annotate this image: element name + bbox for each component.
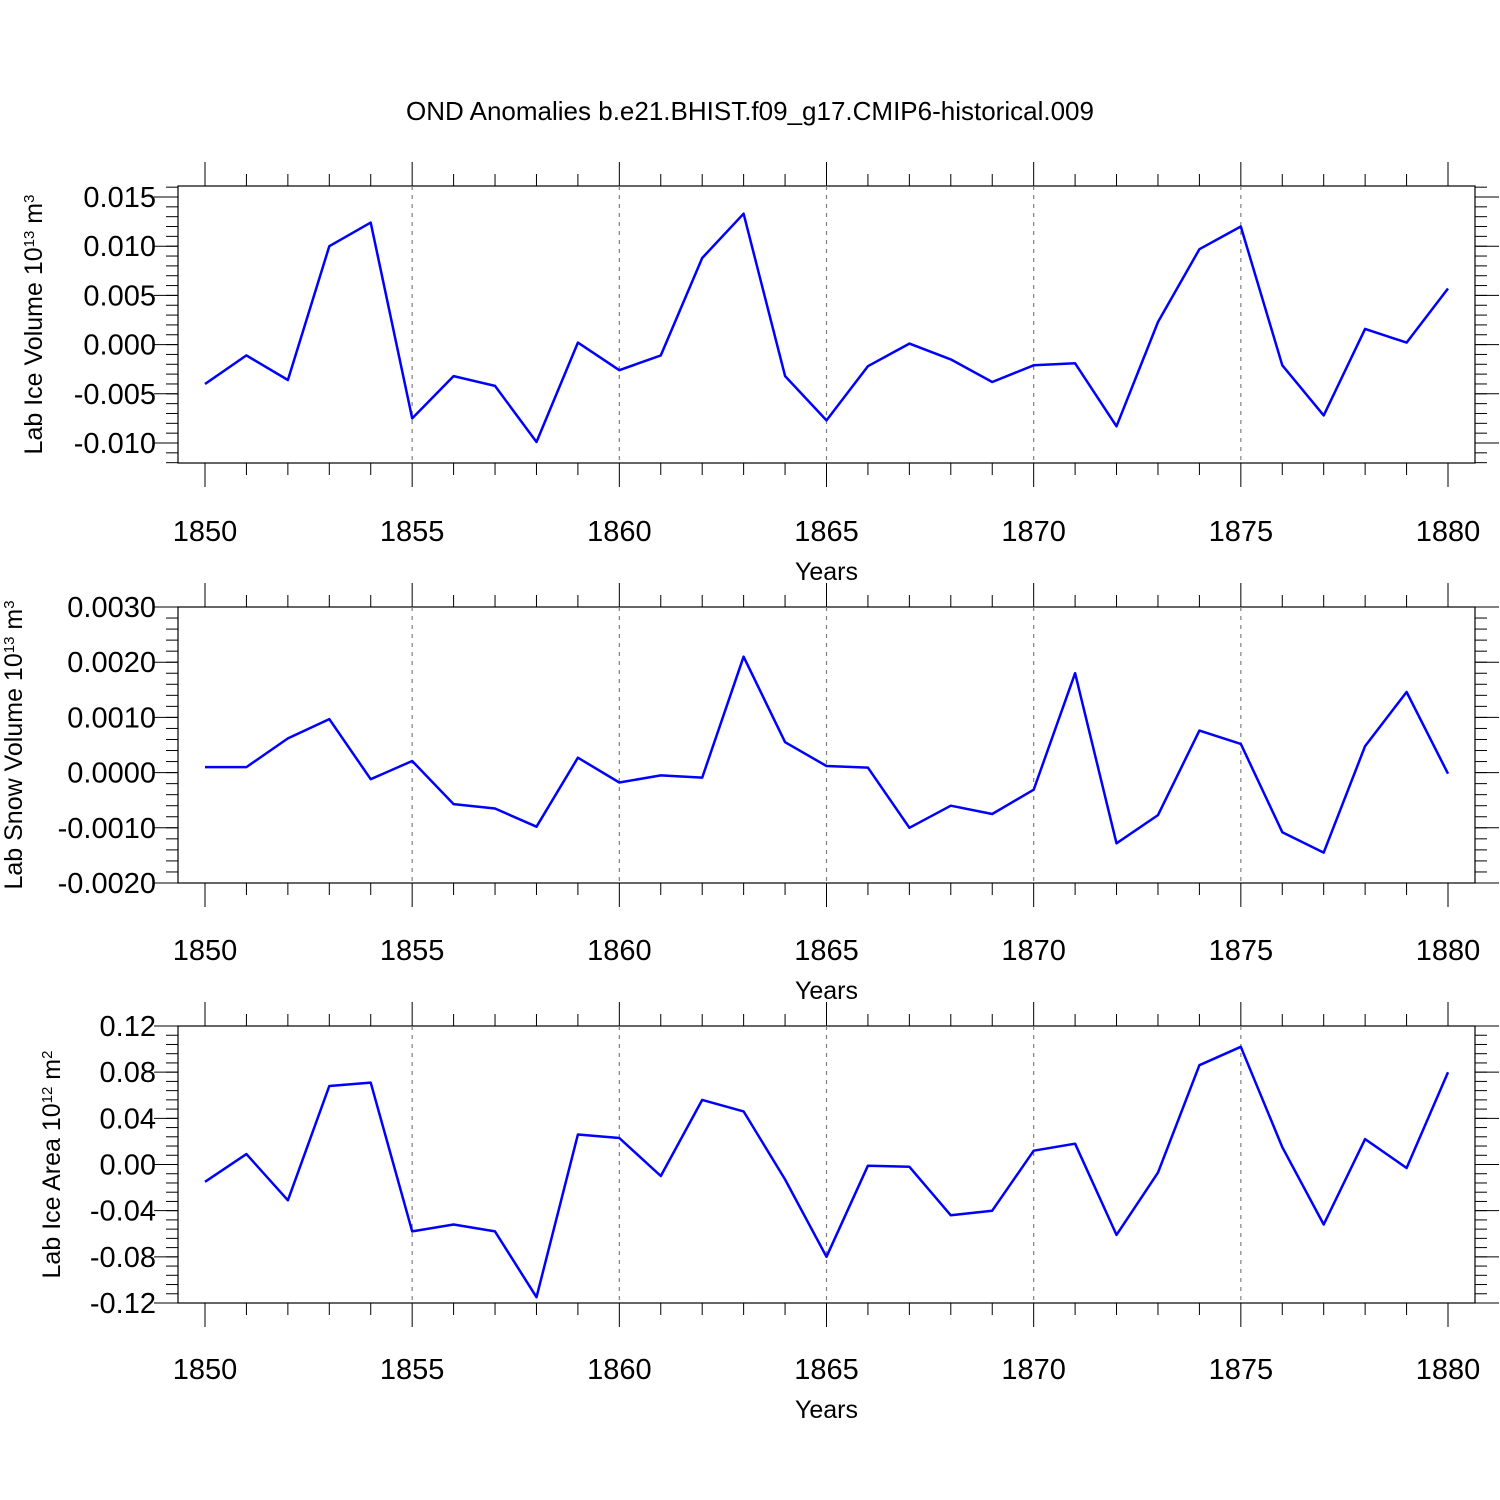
x-tick-label: 1855 [380,1354,445,1386]
series-line [204,212,1449,444]
x-tick-label: 1875 [1209,1354,1274,1386]
x-tick-label: 1850 [173,935,238,967]
y-tick-label: 0.005 [83,280,156,312]
chart-panel-1: 0.015 0.010 0.005 0.000 -0.005 -0.010 1850 1855… [20,162,1499,586]
x-tick-label: 1855 [380,935,445,967]
series-line [204,1045,1450,1299]
y-tick-label: -0.12 [90,1288,156,1320]
y-tick-label: 0.08 [100,1057,156,1089]
x-tick-label: 1870 [1001,1354,1066,1386]
x-tick-label: 1880 [1416,1354,1481,1386]
y-tick-label: -0.04 [90,1196,156,1228]
x-tick-label: 1850 [173,516,238,548]
x-tick-label: 1855 [380,516,445,548]
y-tick-label: 0.0020 [67,647,156,679]
x-tick-label: 1870 [1001,935,1066,967]
y-tick-label: 0.0030 [67,592,156,624]
y-tick-label: 0.010 [83,231,156,263]
x-axis-title: Years [795,1396,858,1424]
y-tick-label: -0.010 [74,428,156,460]
chart-panel-2: 0.0030 0.0020 0.0010 0.0000 -0.0010 -0.0020 18… [0,583,1499,1005]
x-axis-title: Years [795,977,858,1005]
x-tick-label: 1880 [1416,516,1481,548]
chart-panel-3: 0.12 0.08 0.04 0.00 -0.04 -0.08 -0.12 1850 1855 1… [38,1002,1499,1424]
x-tick-label: 1875 [1209,516,1274,548]
y-axis-title: Lab Ice Volume 1013 m3 [20,195,48,455]
x-tick-label: 1870 [1001,516,1066,548]
x-tick-label: 1850 [173,1354,238,1386]
x-tick-label: 1865 [794,1354,859,1386]
y-tick-label: 0.12 [100,1011,156,1043]
y-tick-label: -0.005 [74,379,156,411]
y-tick-label: 0.000 [83,330,156,362]
y-tick-label: 0.00 [100,1150,156,1182]
x-tick-label: 1865 [794,935,859,967]
x-tick-label: 1860 [587,516,652,548]
y-tick-label: 0.015 [83,182,156,214]
x-tick-label: 1875 [1209,935,1274,967]
series-line [205,655,1450,854]
x-tick-label: 1860 [587,935,652,967]
y-tick-label: 0.0000 [67,758,156,790]
y-tick-label: 0.04 [100,1103,156,1135]
x-axis-title: Years [795,558,858,586]
y-tick-label: 0.0010 [67,702,156,734]
page-title: OND Anomalies b.e21.BHIST.f09_g17.CMIP6-… [406,96,1094,126]
x-tick-label: 1860 [587,1354,652,1386]
y-tick-label: -0.08 [90,1242,156,1274]
y-axis-title: Lab Ice Area 1012 m2 [38,1051,66,1279]
x-tick-label: 1880 [1416,935,1481,967]
y-tick-label: -0.0010 [58,813,156,845]
y-axis-title: Lab Snow Volume 1013 m3 [0,600,28,889]
y-tick-label: -0.0020 [58,868,156,900]
x-tick-label: 1865 [794,516,859,548]
